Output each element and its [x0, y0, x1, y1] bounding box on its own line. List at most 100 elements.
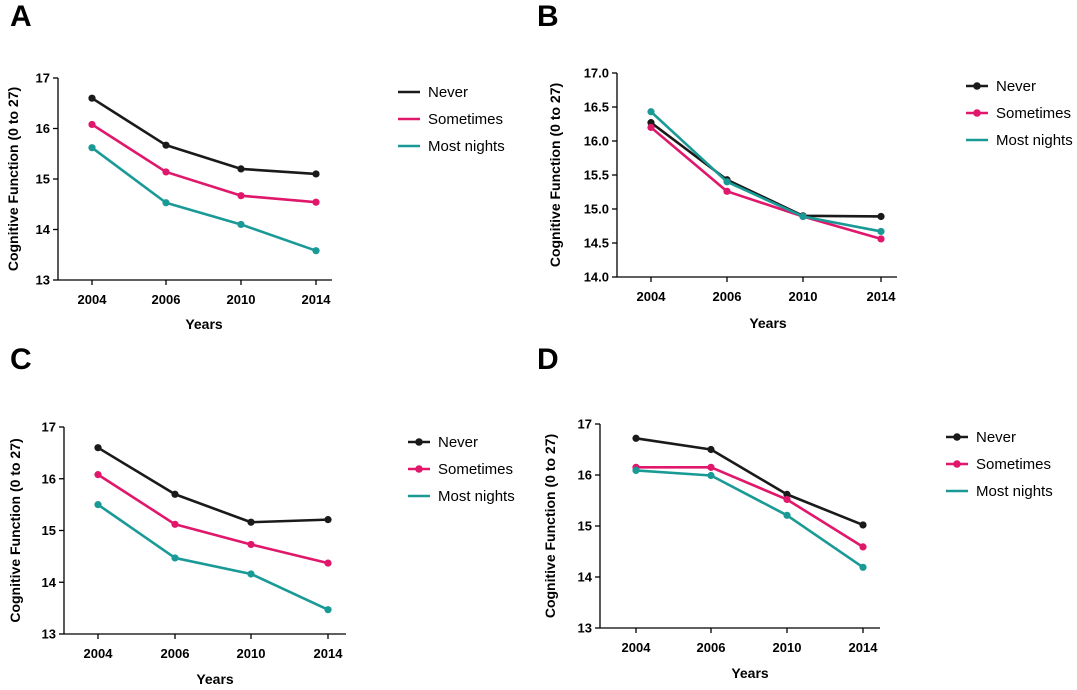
legend-label-never: Never	[976, 429, 1016, 446]
x-axis-title: Years	[196, 671, 234, 687]
data-point-sometimes	[324, 559, 332, 567]
y-tick-label: 17.0	[584, 66, 609, 81]
data-point-most-nights	[877, 227, 885, 236]
y-axis-title: Cognitive Function (0 to 27)	[5, 87, 21, 271]
y-tick-label: 13	[36, 273, 50, 288]
x-axis-title: Years	[731, 665, 769, 681]
data-point-never	[94, 444, 102, 452]
data-point-sometimes	[707, 463, 715, 471]
y-axis-title: Cognitive Function (0 to 27)	[547, 83, 563, 267]
y-tick-label: 14	[578, 570, 593, 585]
legend-marker-never	[415, 438, 423, 446]
legend-label-sometimes: Sometimes	[976, 456, 1051, 473]
data-point-most-nights	[237, 220, 245, 229]
data-point-sometimes	[94, 471, 102, 479]
y-tick-label: 15	[42, 523, 56, 538]
data-point-never	[312, 170, 320, 178]
y-tick-label: 16.0	[584, 134, 609, 149]
data-point-sometimes	[237, 192, 245, 200]
data-point-never	[707, 445, 715, 454]
data-point-never	[88, 94, 96, 102]
data-point-most-nights	[88, 144, 96, 152]
data-point-sometimes	[171, 520, 179, 528]
data-point-never	[171, 490, 179, 498]
y-tick-label: 16	[578, 468, 592, 483]
x-tick-label: 2014	[314, 646, 344, 661]
x-tick-label: 2010	[789, 289, 818, 304]
y-tick-label: 17	[578, 417, 592, 432]
series-line-sometimes	[97, 473, 329, 565]
x-tick-label: 2006	[697, 640, 726, 655]
y-tick-label: 13	[42, 627, 56, 642]
data-point-sometimes	[247, 540, 255, 549]
legend-label-sometimes: Sometimes	[438, 461, 513, 478]
x-tick-label: 2014	[849, 640, 879, 655]
x-tick-label: 2004	[622, 640, 652, 655]
data-point-never	[877, 212, 885, 221]
data-point-sometimes	[647, 123, 655, 131]
y-tick-label: 15	[578, 519, 592, 534]
data-point-most-nights	[783, 511, 791, 519]
series-line-most-nights	[97, 503, 329, 611]
x-tick-label: 2014	[867, 289, 897, 304]
data-point-most-nights	[312, 247, 320, 255]
panel-letter-a: A	[10, 0, 32, 33]
legend-marker-never	[973, 82, 981, 90]
data-point-sometimes	[859, 543, 867, 551]
legend-label-never: Never	[438, 434, 478, 451]
panel-letter-c: C	[10, 343, 32, 376]
data-point-never	[162, 141, 170, 149]
y-tick-label: 15.5	[584, 168, 609, 183]
data-point-most-nights	[647, 108, 655, 116]
legend-marker-sometimes	[953, 460, 961, 468]
series-line-sometimes	[91, 123, 317, 204]
data-point-never	[632, 434, 640, 442]
data-point-most-nights	[171, 554, 179, 562]
series-line-most-nights	[650, 110, 882, 233]
legend-label-most-nights: Most nights	[428, 138, 505, 155]
data-point-sometimes	[88, 120, 96, 129]
data-point-sometimes	[783, 495, 791, 504]
y-axis-title: Cognitive Function (0 to 27)	[542, 434, 558, 618]
legend-label-sometimes: Sometimes	[996, 105, 1071, 122]
y-axis-title: Cognitive Function (0 to 27)	[7, 438, 23, 622]
series-line-most-nights	[635, 469, 864, 569]
y-tick-label: 15.0	[584, 202, 609, 217]
data-point-most-nights	[162, 199, 170, 207]
legend-marker-sometimes	[973, 109, 981, 117]
x-tick-label: 2010	[237, 646, 266, 661]
data-point-most-nights	[324, 606, 332, 614]
y-tick-label: 13	[578, 621, 592, 636]
x-tick-label: 2010	[227, 292, 256, 307]
y-tick-label: 16.5	[584, 100, 609, 115]
panel-b: B 14.0 14.5 15.0 15.5 16.0 16.5 17.0 2004 2006 201…	[537, 0, 1073, 331]
data-point-most-nights	[799, 212, 807, 221]
data-point-never	[783, 490, 791, 498]
panel-a: A 13 14 15 16 17 2004 2006 2010 2014 Years Cognitiv…	[5, 0, 505, 332]
x-tick-label: 2006	[152, 292, 181, 307]
x-tick-label: 2004	[78, 292, 108, 307]
y-tick-label: 17	[36, 71, 50, 86]
series-line-never	[97, 446, 329, 524]
y-tick-label: 14.5	[584, 236, 609, 251]
x-tick-label: 2004	[84, 646, 114, 661]
data-point-sometimes	[312, 198, 320, 206]
legend-label-never: Never	[428, 84, 468, 101]
legend-label-most-nights: Most nights	[438, 488, 515, 505]
panel-letter-b: B	[537, 0, 559, 33]
series-line-most-nights	[91, 146, 317, 252]
panel-c: C 13 14 15 16 17 2004 2006 2010 2014 Years Cognitiv…	[7, 343, 515, 687]
data-point-sometimes	[723, 187, 731, 195]
series-line-sometimes	[650, 126, 882, 241]
x-tick-label: 2004	[637, 289, 667, 304]
panel-d: D 13 14 15 16 17 2004 2006 2010 2014 Years Cognitiv…	[537, 343, 1053, 681]
y-tick-label: 16	[42, 471, 56, 486]
x-tick-label: 2006	[713, 289, 742, 304]
data-point-most-nights	[247, 570, 255, 578]
y-tick-label: 16	[36, 121, 50, 136]
legend-label-most-nights: Most nights	[996, 132, 1073, 149]
data-point-sometimes	[162, 168, 170, 176]
y-tick-label: 14	[42, 575, 57, 590]
data-point-most-nights	[707, 471, 715, 480]
